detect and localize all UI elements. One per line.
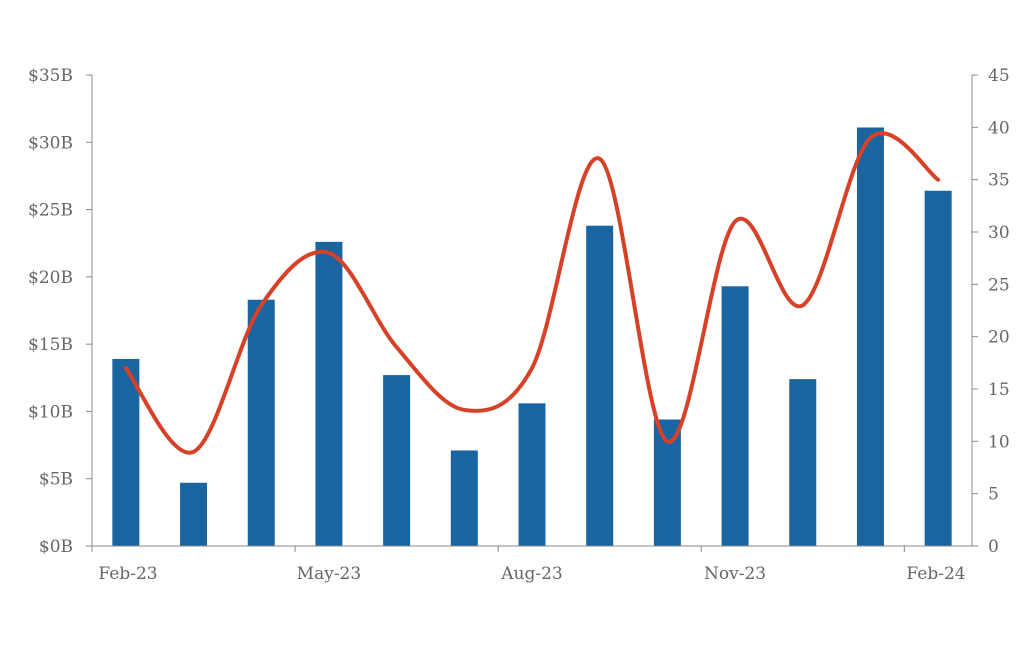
left-tick-label: $35B (28, 66, 73, 86)
bar-series (112, 127, 952, 547)
x-tick-label: Feb-23 (98, 564, 157, 584)
bar-Oct-23 (653, 419, 681, 546)
right-tick-label: 45 (988, 66, 1010, 86)
bar-Aug-23 (518, 403, 546, 546)
right-tick-label: 0 (988, 537, 999, 557)
x-tick-label: May-23 (297, 564, 362, 584)
right-tick-label: 25 (988, 275, 1010, 295)
left-tick-label: $5B (39, 470, 73, 490)
bar-Jan-24 (856, 127, 884, 547)
bar-Jul-23 (450, 450, 478, 546)
right-tick-label: 35 (988, 171, 1010, 191)
left-y-axis: $0B $5B $10B $15B $20B $25B $30B $35B (28, 66, 92, 557)
bar-May-23 (315, 241, 343, 546)
left-tick-label: $25B (28, 201, 73, 221)
bar-Apr-23 (247, 299, 275, 546)
right-tick-label: 40 (988, 118, 1010, 138)
bar-Sep-23 (586, 225, 614, 546)
right-tick-label: 30 (988, 223, 1010, 243)
left-tick-label: $0B (39, 537, 73, 557)
x-tick-label: Nov-23 (704, 564, 766, 584)
bar-Feb-23 (112, 358, 140, 546)
bar-Feb-24 (924, 190, 952, 546)
left-tick-label: $20B (28, 268, 73, 288)
right-y-axis: 0 5 10 15 20 25 30 35 40 45 (972, 66, 1010, 557)
x-axis: Feb-23 May-23 Aug-23 Nov-23 Feb-24 (91, 546, 966, 584)
right-tick-label: 10 (988, 432, 1010, 452)
right-tick-label: 15 (988, 380, 1010, 400)
x-tick-label: Aug-23 (500, 564, 562, 584)
right-tick-label: 5 (988, 485, 999, 505)
line-path (123, 131, 941, 455)
chart-axes (91, 75, 973, 547)
left-tick-label: $10B (28, 402, 73, 422)
left-tick-label: $15B (28, 335, 73, 355)
left-tick-label: $30B (28, 133, 73, 153)
bar-Dec-23 (789, 379, 817, 546)
bar-Mar-23 (180, 482, 208, 546)
right-tick-label: 20 (988, 328, 1010, 348)
x-tick-label: Feb-24 (906, 564, 965, 584)
bar-Jun-23 (383, 375, 411, 546)
line-series (123, 131, 941, 455)
bar-Nov-23 (721, 286, 749, 546)
